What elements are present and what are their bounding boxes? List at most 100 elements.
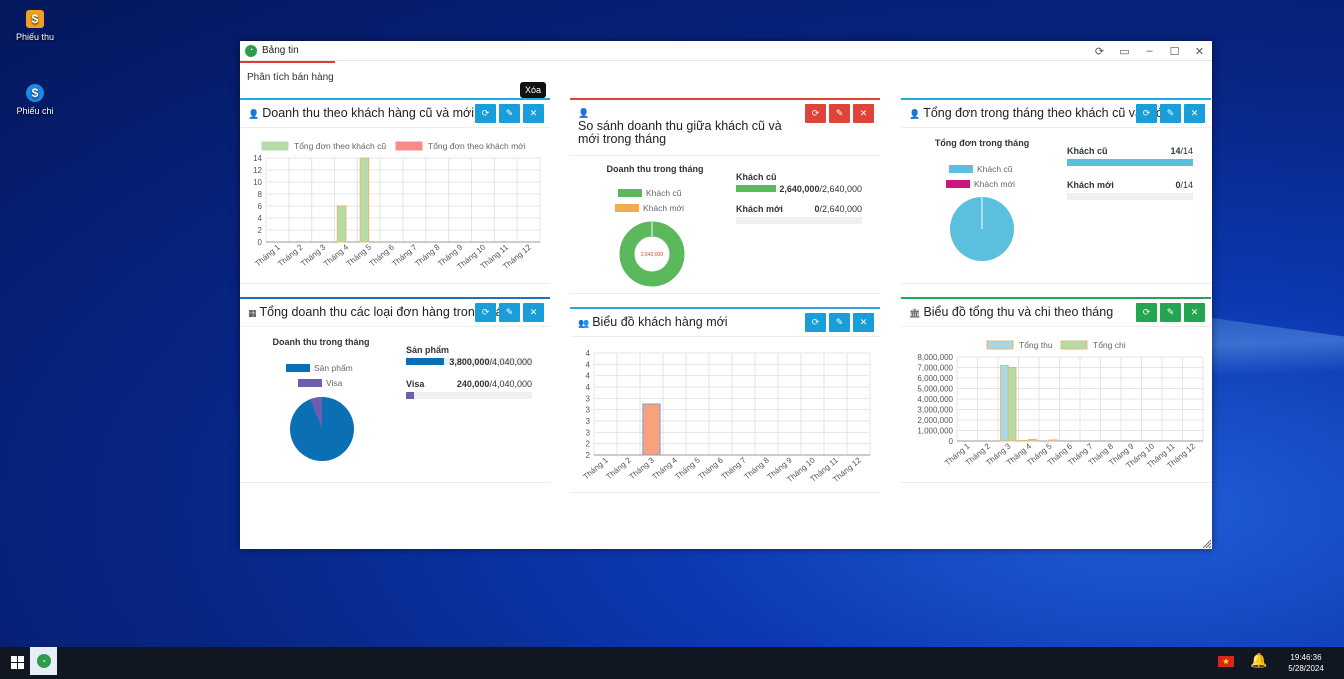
bank-icon: 🏛 [909,308,921,318]
bar [359,157,370,243]
refresh-button[interactable]: ⟳ [805,313,826,332]
clock[interactable]: 19:46:36 5/28/2024 [1278,653,1334,673]
settings-button[interactable]: ✎ [1160,303,1181,322]
y-tick-label: 4 [586,360,591,369]
legend-label: Tổng thu [1019,340,1053,350]
panel-new-customers: 👥 Biểu đồ khách hàng mới ⟳ ✎ ✕ 2 2 3 3 3 3 4 4 4 4 Th… [570,307,880,493]
legend-swatch [395,141,423,151]
resize-grip-icon[interactable] [1203,540,1211,548]
progress-san-pham: Sản phẩm 3,800,000/4,040,000 [406,345,532,367]
legend-swatch [261,141,289,151]
y-tick-label: 2,000,000 [917,416,953,425]
panel-title: Tổng doanh thu các loại đơn hàng trong t… [259,305,517,319]
desktop-icon-phieu-thu[interactable]: $ Phiếu thu [0,10,70,42]
bell-icon[interactable]: 🔔 [1250,652,1268,668]
monitor-icon[interactable]: ▭ [1119,45,1130,58]
settings-button[interactable]: ✎ [1160,104,1181,123]
y-tick-label: 12 [253,166,262,175]
panel-actions: ⟳ ✎ ✕ [805,104,874,123]
y-tick-label: 0 [949,437,954,446]
panel-order-types: ▦ Tổng doanh thu các loại đơn hàng trong … [240,297,550,483]
progress-visa: Visa 240,000/4,040,000 [406,379,532,399]
legend-swatch [986,340,1014,350]
desktop-icon-label: Phiếu thu [15,32,55,42]
delete-button[interactable]: ✕ [523,104,544,123]
panel-income-expense: 🏛 Biểu đồ tổng thu và chi theo tháng ⟳ ✎ ✕ … [901,297,1211,483]
receipt-icon: $ [26,10,44,28]
y-tick-label: 8,000,000 [917,353,953,362]
minimize-button[interactable]: – [1146,45,1153,57]
refresh-button[interactable]: ⟳ [1136,303,1157,322]
active-tab-indicator [240,61,335,63]
delete-button[interactable]: ✕ [523,303,544,322]
payment-icon: $ [26,84,44,102]
panel-title: So sánh doanh thu giữa khách cũ và mới t… [578,119,782,146]
pie-slice-visa [310,397,322,429]
user-icon: 👤 [248,109,260,119]
y-tick-label: 3,000,000 [917,406,953,415]
y-tick-label: 3 [586,417,591,426]
settings-button[interactable]: ✎ [499,303,520,322]
delete-button[interactable]: ✕ [853,104,874,123]
panel-header: 🏛 Biểu đồ tổng thu và chi theo tháng ⟳ ✎ ✕ [901,299,1211,327]
clock-date: 5/28/2024 [1288,664,1324,673]
panel-header: 👤 Tổng đơn trong tháng theo khách cũ và m… [901,100,1211,128]
legend-label: Tổng chi [1093,340,1126,350]
y-tick-label: 8 [258,190,263,199]
pie-title: Doanh thu trong tháng [272,337,370,347]
panel-actions: ⟳ ✎ ✕ [475,303,544,322]
clock-time: 19:46:36 [1290,653,1322,662]
y-tick-label: 4,000,000 [917,395,953,404]
close-window-button[interactable]: ✕ [1194,45,1205,58]
delete-button[interactable]: ✕ [853,313,874,332]
legend-item: Khách cũ [618,188,681,198]
refresh-button[interactable]: ⟳ [475,303,496,322]
panel-header: ▦ Tổng doanh thu các loại đơn hàng trong … [240,299,550,327]
refresh-button[interactable]: ⟳ [1136,104,1157,123]
panel-title: Biểu đồ tổng thu và chi theo tháng [923,305,1114,319]
delete-button[interactable]: ✕ [1184,104,1205,123]
panel-title: Biểu đồ khách hàng mới [592,315,728,329]
y-tick-label: 3 [586,428,591,437]
y-tick-label: 10 [253,178,262,187]
panel-actions: ⟳ ✎ ✕ [1136,303,1205,322]
progress-khach-cu: Khách cũ 14/14 [1067,146,1193,166]
panel-title: Doanh thu theo khách hàng cũ và mới [262,106,475,120]
legend-item: Khách mới [615,203,684,213]
settings-button[interactable]: ✎ [499,104,520,123]
settings-button[interactable]: ✎ [829,104,850,123]
y-tick-label: 5,000,000 [917,385,953,394]
donut-chart: 2,640,000 [619,221,685,287]
settings-button[interactable]: ✎ [829,313,850,332]
start-button[interactable] [11,656,24,669]
y-tick-label: 1,000,000 [917,427,953,436]
progress-khach-moi: Khách mới 0/14 [1067,180,1193,200]
desktop-icon-label: Phiếu chi [16,106,54,116]
y-tick-label: 2 [586,440,591,449]
user-icon: 👤 [909,109,921,119]
delete-button[interactable]: ✕ [1184,303,1205,322]
maximize-button[interactable]: ☐ [1169,45,1180,58]
user-icon: 👤 [578,108,590,118]
taskbar-app-button[interactable]: ◔ [30,647,57,675]
delete-tooltip: Xóa [520,82,547,98]
panel-actions: ⟳ ✎ ✕ [805,313,874,332]
flag-icon[interactable]: ★ [1218,656,1234,667]
bar [1028,438,1037,442]
refresh-button[interactable]: ⟳ [805,104,826,123]
window-title: Bảng tin [262,45,299,56]
y-tick-label: 3 [586,406,591,415]
subtab-label[interactable]: Phân tích bán hàng [247,72,334,83]
chart-income-expense: Tổng thu Tổng chi 01,000,000 2,000,0003,000… [917,340,1204,470]
panel-header: 👤 Doanh thu theo khách hàng cũ và mới ⟳ ✎ ✕ [240,100,550,128]
legend-label: Tổng đơn theo khách mới [428,141,526,151]
legend-item: Visa [298,378,342,388]
progress-khach-cu: Khách cũ 2,640,000/2,640,000 [736,172,862,194]
refresh-button[interactable]: ⟳ [475,104,496,123]
bar [1007,367,1017,442]
y-tick-label: 7,000,000 [917,364,953,373]
y-tick-label: 2 [258,226,263,235]
desktop-icon-phieu-chi[interactable]: $ Phiếu chi [0,84,70,116]
refresh-window-icon[interactable]: ⟳ [1094,45,1105,58]
